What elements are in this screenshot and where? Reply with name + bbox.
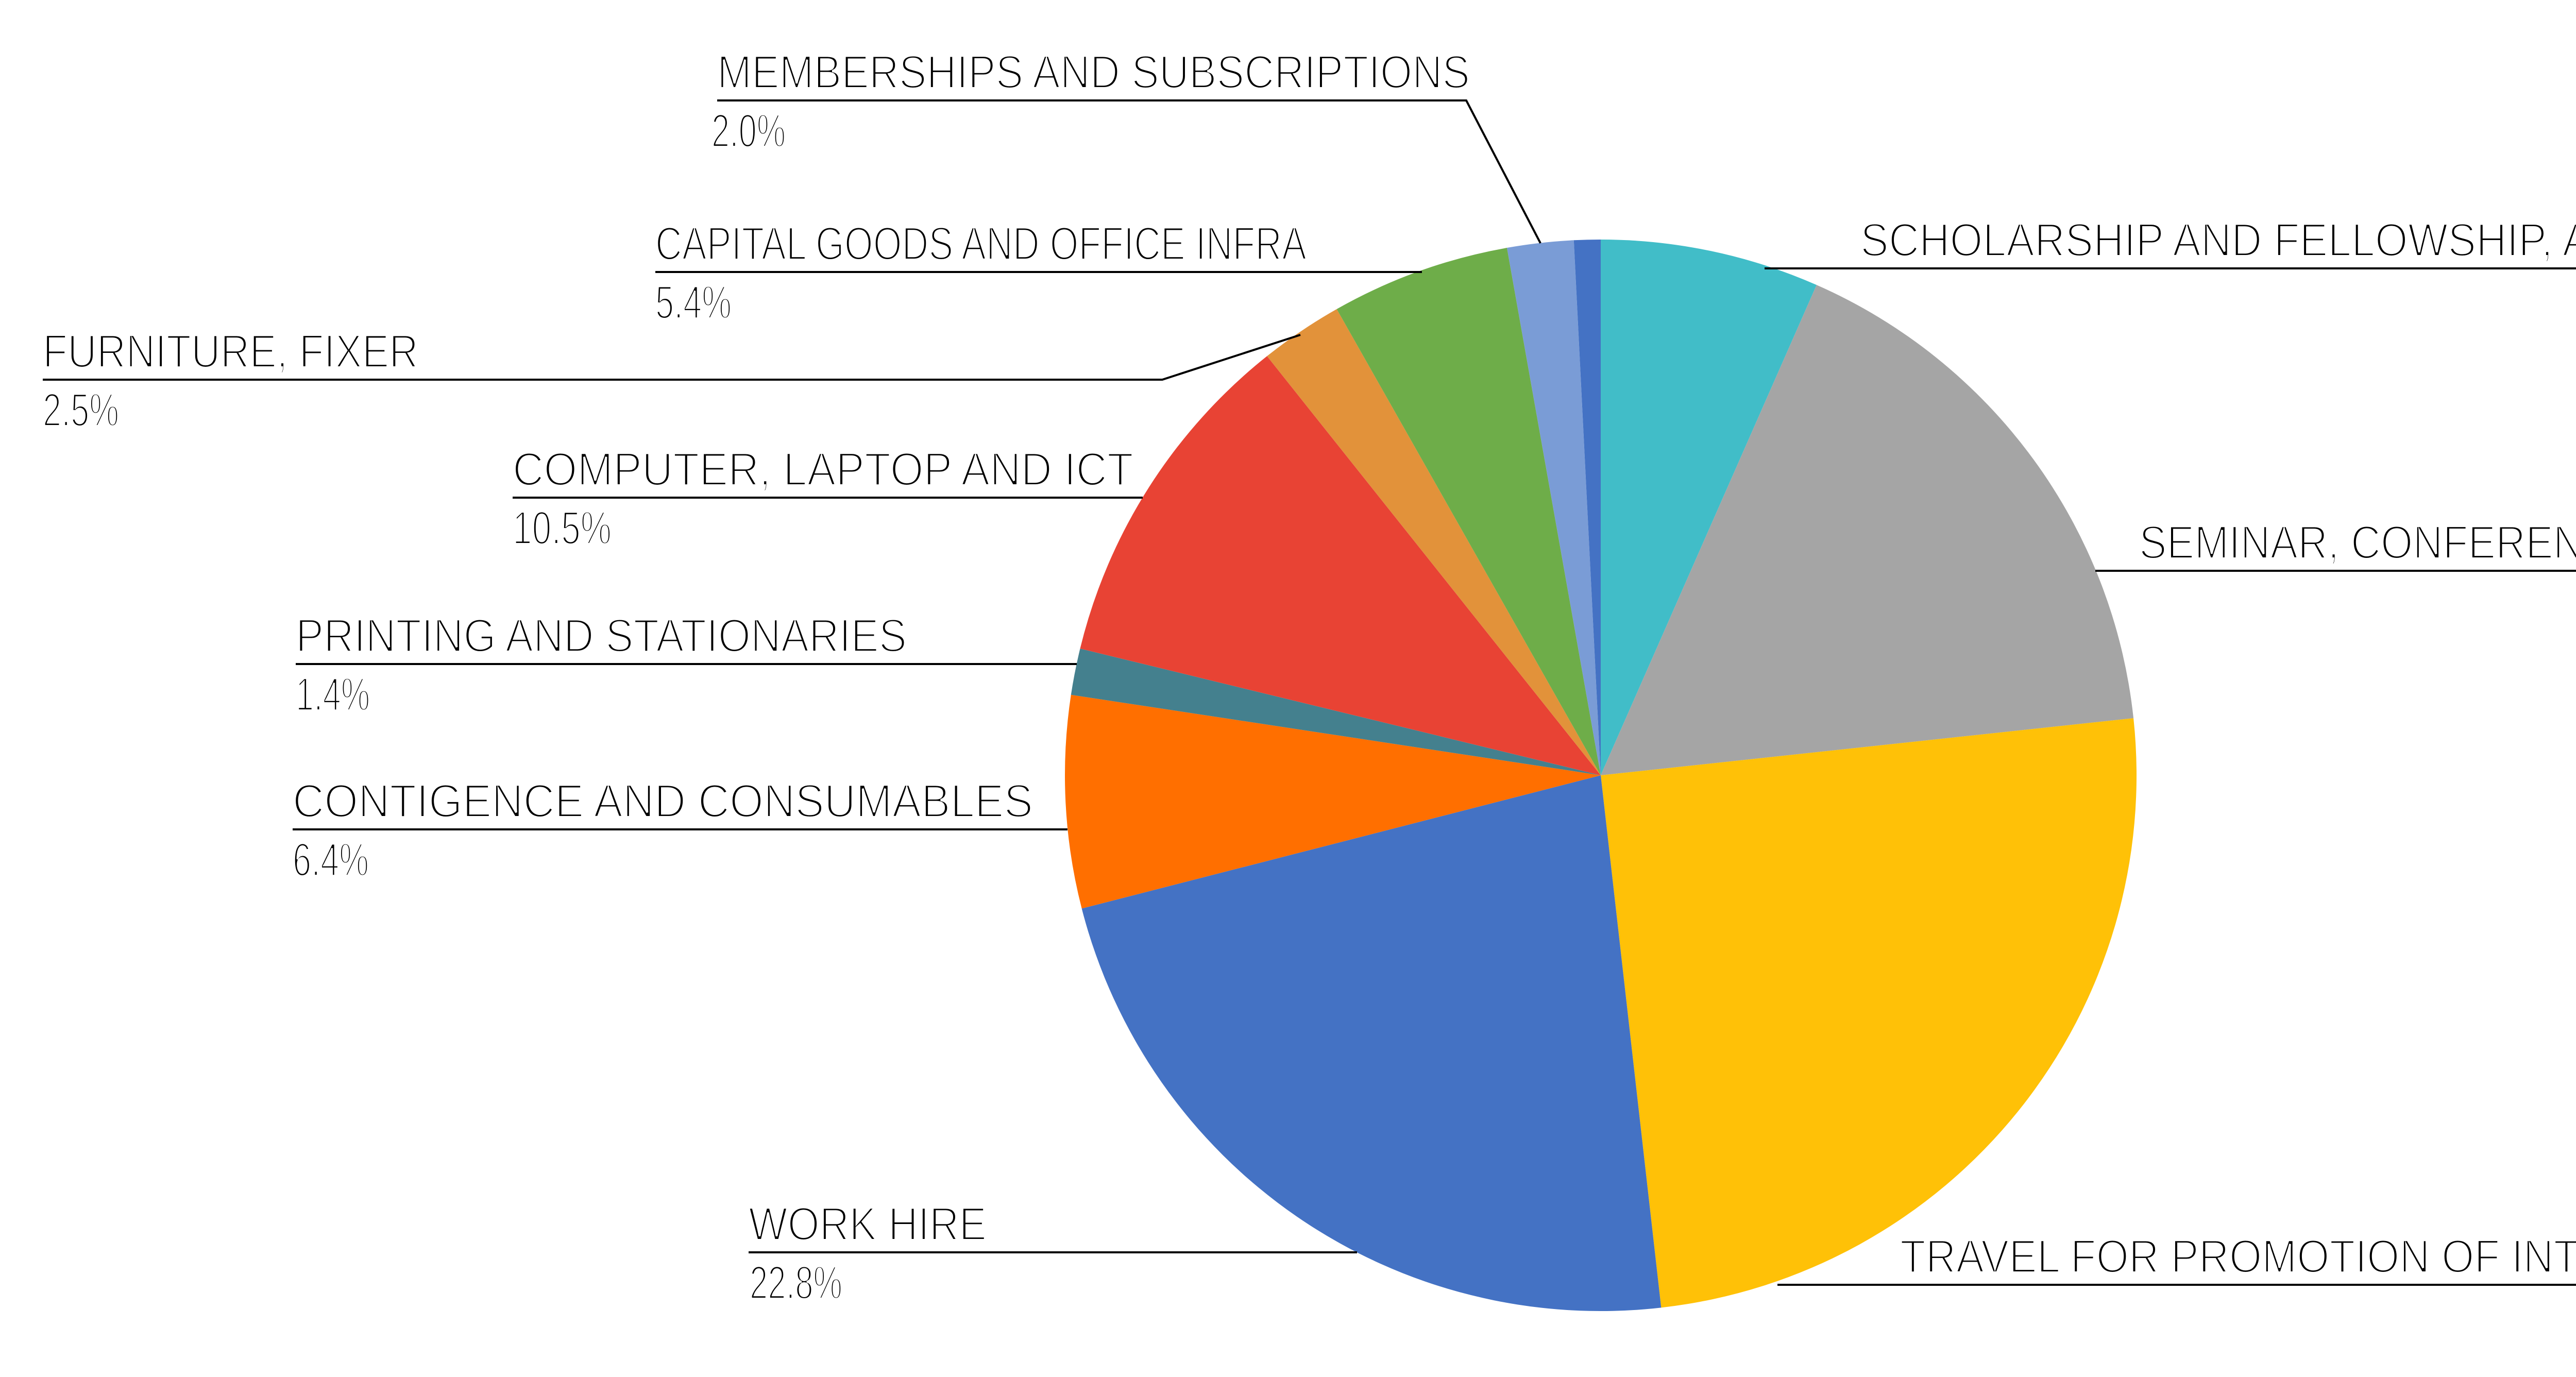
svg-text:22.8%: 22.8% [750,1257,842,1309]
svg-text:COMPUTER, LAPTOP AND ICT: COMPUTER, LAPTOP AND ICT [513,444,1133,496]
svg-text:FURNITURE, FIXER: FURNITURE, FIXER [43,326,418,378]
svg-text:MEMBERSHIPS AND SUBSCRIPTIONS: MEMBERSHIPS AND SUBSCRIPTIONS [717,46,1470,98]
svg-text:PRINTING AND STATIONARIES: PRINTING AND STATIONARIES [296,610,907,662]
svg-text:2.0%: 2.0% [711,105,786,157]
svg-text:SEMINAR, CONFERENCE, EVENTS AN: SEMINAR, CONFERENCE, EVENTS AND DELE… [2139,517,2576,569]
svg-text:2.5%: 2.5% [43,384,119,436]
svg-text:5.4%: 5.4% [655,277,732,329]
svg-text:TRAVEL FOR PROMOTION OF INTERN: TRAVEL FOR PROMOTION OF INTERNATIONAL RE… [1900,1231,2576,1283]
svg-text:WORK HIRE: WORK HIRE [749,1198,987,1250]
svg-text:CAPITAL GOODS AND OFFICE INFRA: CAPITAL GOODS AND OFFICE INFRA [655,218,1307,270]
svg-text:CONTIGENCE AND CONSUMABLES: CONTIGENCE AND CONSUMABLES [293,775,1033,827]
svg-text:1.4%: 1.4% [296,669,370,721]
svg-text:6.4%: 6.4% [293,834,369,886]
svg-text:SCHOLARSHIP AND FELLOWSHIP, AW: SCHOLARSHIP AND FELLOWSHIP, AWARDS, REWA… [1860,214,2576,266]
svg-text:10.5%: 10.5% [513,502,612,554]
